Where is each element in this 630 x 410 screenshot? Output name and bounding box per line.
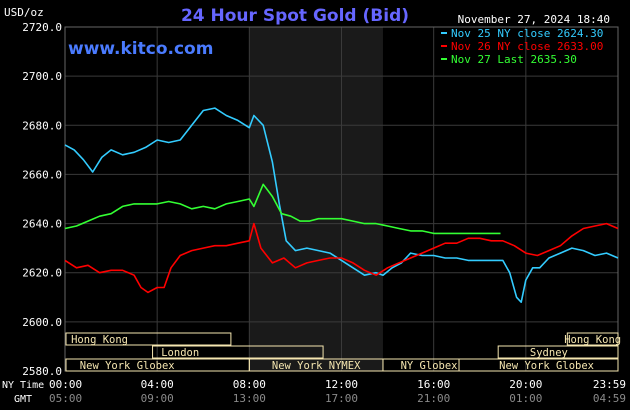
y-tick-label: 2600.0 [22, 316, 62, 329]
y-tick-label: 2720.0 [22, 21, 62, 34]
series-line-0 [64, 107, 619, 304]
session-label: Sydney [530, 347, 568, 359]
x-tick-gmt: 13:00 [233, 392, 266, 405]
y-tick-label: 2620.0 [22, 267, 62, 280]
x-tick-gmt: 04:59 [593, 392, 626, 405]
ny-time-label: NY Time [2, 380, 44, 391]
x-tick-gmt: 09:00 [141, 392, 174, 405]
series-line-2 [64, 183, 501, 235]
x-tick-ny: 12:00 [325, 378, 358, 391]
y-tick-label: 2640.0 [22, 218, 62, 231]
x-tick-ny: 04:00 [141, 378, 174, 391]
x-tick-gmt: 05:00 [49, 392, 82, 405]
legend-item: Nov 25 NY close 2624.30 [451, 27, 603, 40]
x-tick-ny: 00:00 [49, 378, 82, 391]
session-label: New York NYMEX [272, 360, 361, 372]
session-label: Hong Kong [71, 334, 128, 346]
session-label: Hong Kong [564, 334, 621, 346]
session-band [152, 345, 324, 359]
y-tick-label: 2660.0 [22, 168, 62, 181]
x-tick-ny: 23:59 [593, 378, 626, 391]
y-unit-label: USD/oz [4, 6, 44, 19]
chart-title: 24 Hour Spot Gold (Bid) [181, 6, 409, 26]
session-band [65, 332, 232, 346]
x-tick-ny: 20:00 [509, 378, 542, 391]
x-tick-gmt: 01:00 [509, 392, 542, 405]
x-tick-gmt: 17:00 [325, 392, 358, 405]
session-label: New York Globex [499, 360, 594, 372]
website-link[interactable]: www.kitco.com [68, 39, 213, 59]
y-tick-label: 2680.0 [22, 119, 62, 132]
x-tick-ny: 16:00 [417, 378, 450, 391]
y-tick-label: 2700.0 [22, 70, 62, 83]
series-line-1 [64, 222, 619, 294]
series-lines [64, 107, 619, 304]
x-tick-ny: 08:00 [233, 378, 266, 391]
session-band [458, 358, 619, 372]
session-band [566, 332, 619, 346]
session-label: NY Globex [401, 360, 458, 372]
gmt-label: GMT [14, 394, 32, 405]
session-band [497, 345, 619, 359]
y-tick-label: 2580.0 [22, 365, 62, 378]
y-tick-labels: 2580.0 2600.0 2620.0 2640.0 2660.0 2680.0 2700… [22, 21, 62, 378]
x-tick-gmt: 21:00 [417, 392, 450, 405]
legend-item: Nov 27 Last 2635.30 [451, 53, 577, 66]
timestamp: November 27, 2024 18:40 [458, 13, 610, 26]
legend-item: Nov 26 NY close 2633.00 [451, 40, 603, 53]
session-label: New York Globex [80, 360, 175, 372]
shaded-rect [249, 27, 383, 371]
shaded-region [249, 27, 383, 371]
session-label: London [161, 347, 199, 359]
